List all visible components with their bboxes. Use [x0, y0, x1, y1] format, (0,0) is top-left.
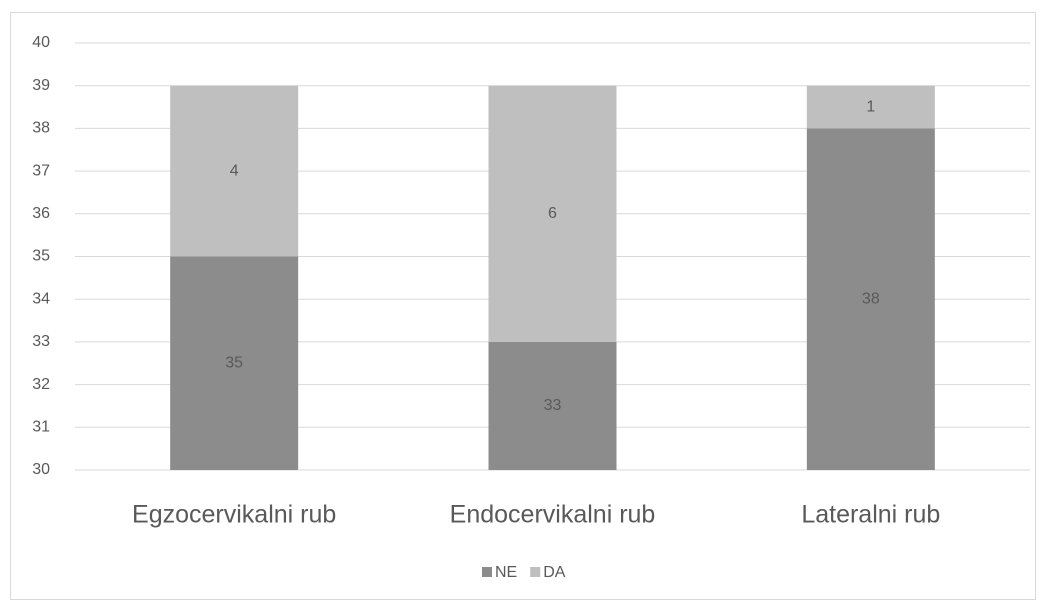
- bar-segment: [170, 85, 299, 257]
- legend-label: DA: [543, 564, 566, 581]
- data-label: 4: [230, 162, 239, 179]
- bar-segment: [488, 85, 617, 342]
- x-tick-label: Egzocervikalni rub: [132, 501, 336, 529]
- bar-segment: [806, 85, 935, 129]
- y-tick-label: 35: [32, 248, 50, 265]
- y-tick-label: 40: [32, 34, 50, 51]
- x-tick-label: Endocervikalni rub: [450, 501, 656, 529]
- y-tick-label: 38: [32, 120, 50, 137]
- legend-swatch: [482, 567, 492, 577]
- data-label: 38: [862, 290, 880, 307]
- legend-swatch: [530, 567, 541, 577]
- y-tick-label: 30: [32, 461, 50, 478]
- data-label: 6: [548, 205, 557, 222]
- y-tick-label: 37: [32, 162, 50, 179]
- data-label: 35: [225, 354, 243, 371]
- x-tick-label: Lateralni rub: [801, 501, 940, 529]
- y-tick-label: 36: [32, 205, 50, 222]
- data-label: 33: [544, 397, 562, 414]
- data-label: 1: [866, 98, 875, 115]
- y-tick-label: 34: [32, 290, 50, 307]
- y-tick-label: 33: [32, 333, 50, 350]
- y-tick-label: 31: [32, 419, 50, 436]
- y-tick-label: 32: [32, 376, 50, 393]
- legend-label: NE: [495, 564, 517, 581]
- bar-segment: [806, 128, 935, 470]
- bar-segment: [170, 256, 299, 470]
- bar-segment: [488, 341, 617, 470]
- y-tick-label: 39: [32, 77, 50, 94]
